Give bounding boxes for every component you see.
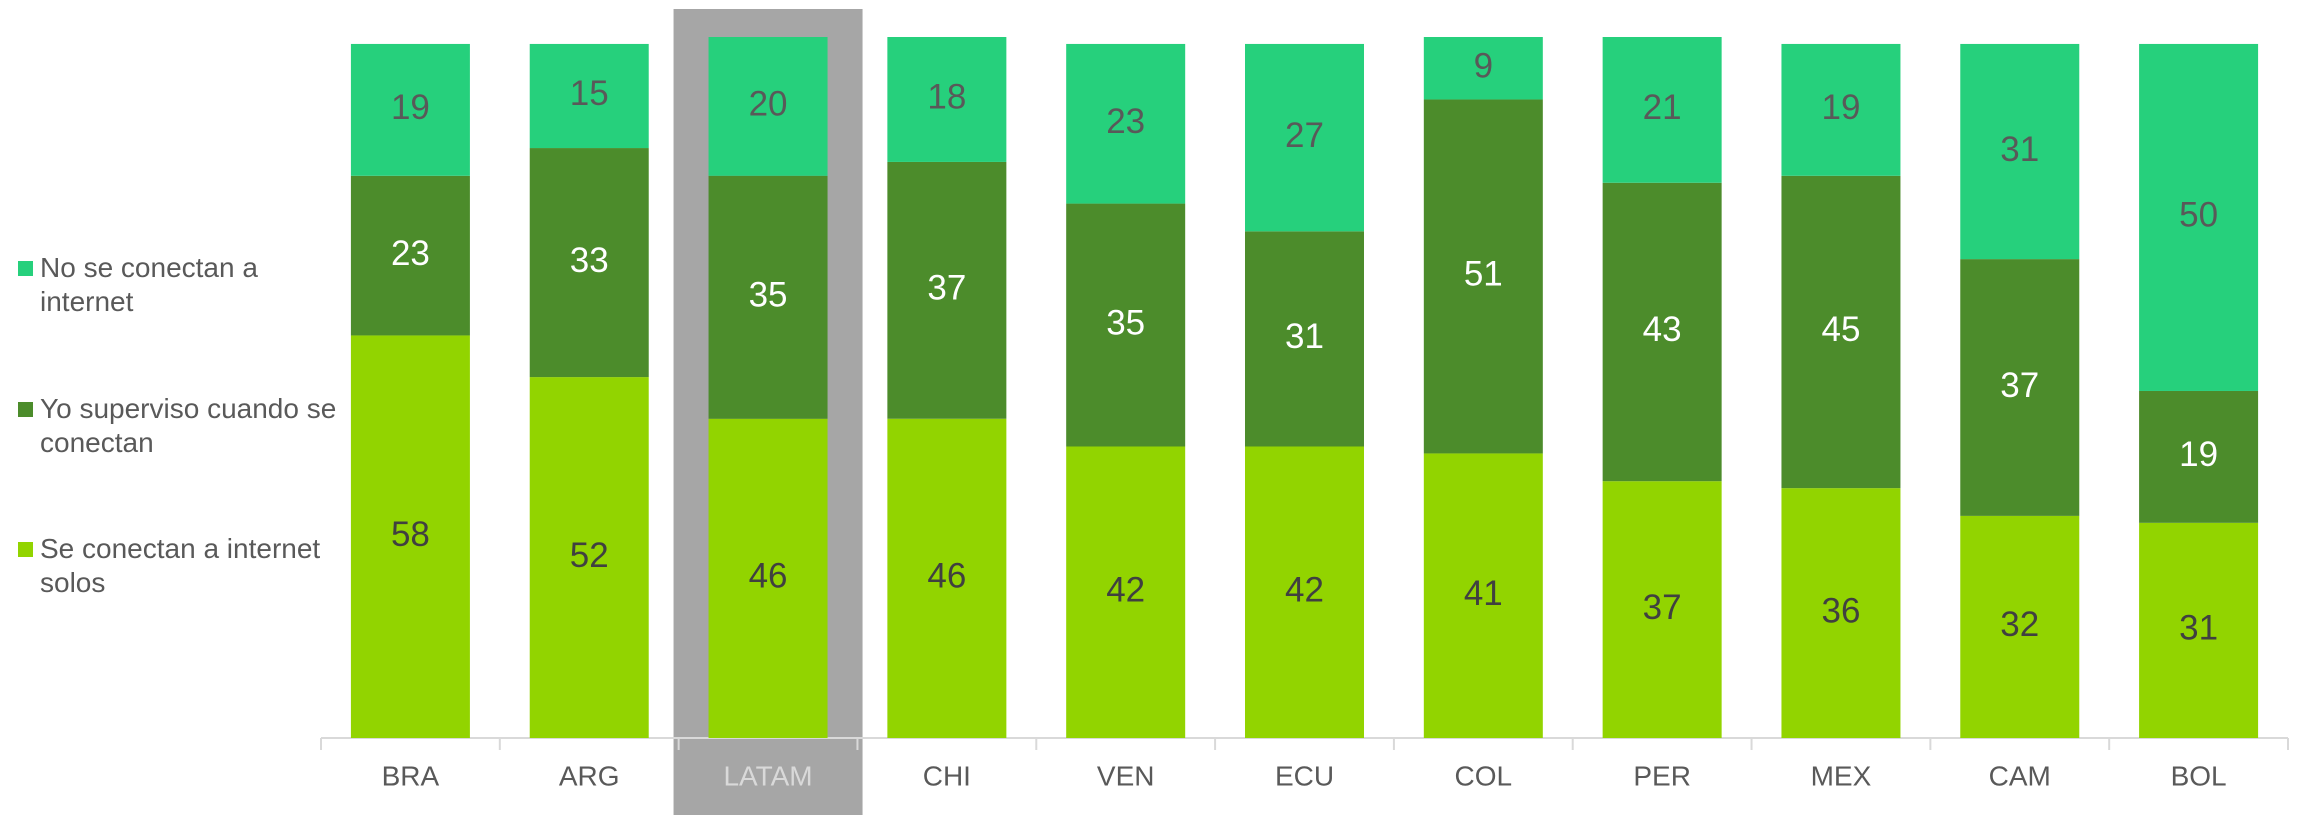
bar-segment bbox=[1960, 515, 2080, 738]
legend-item: Yo superviso cuando se conectan bbox=[18, 392, 340, 460]
data-label: 9 bbox=[1474, 46, 1493, 85]
data-label: 37 bbox=[1643, 588, 1682, 627]
bar-segment bbox=[1960, 259, 2080, 516]
bar-segment bbox=[2139, 43, 2259, 391]
bar-segment bbox=[350, 43, 470, 176]
x-tick-label: COL bbox=[1455, 760, 1513, 791]
bar-segment bbox=[1245, 446, 1364, 738]
data-label: 33 bbox=[570, 241, 609, 280]
x-tick-label: CHI bbox=[923, 760, 971, 791]
bar-segment bbox=[708, 418, 828, 738]
x-tick-label: LATAM bbox=[723, 760, 812, 791]
legend-swatch bbox=[18, 261, 33, 276]
x-tick-label: BOL bbox=[2171, 760, 2227, 791]
data-label: 35 bbox=[749, 276, 788, 315]
data-label: 31 bbox=[2000, 130, 2039, 169]
data-label: 35 bbox=[1106, 303, 1145, 342]
data-label: 50 bbox=[2179, 196, 2218, 235]
data-label: 19 bbox=[2179, 435, 2218, 474]
bar-segment bbox=[1602, 481, 1722, 738]
bar-segment bbox=[1245, 43, 1364, 232]
x-tick-label: BRA bbox=[382, 760, 440, 791]
x-tick-label: CAM bbox=[1989, 760, 2051, 791]
bar-segment bbox=[1423, 453, 1543, 738]
legend-label: No se conectan a internet bbox=[40, 252, 258, 317]
bar-segment bbox=[1781, 175, 1901, 489]
data-label: 37 bbox=[927, 269, 966, 308]
bar-segment bbox=[1066, 43, 1186, 204]
data-label: 19 bbox=[1821, 88, 1860, 127]
data-label: 36 bbox=[1821, 591, 1860, 630]
bar-segment bbox=[887, 37, 1007, 162]
bar-segment bbox=[1781, 43, 1901, 176]
bar-segment bbox=[350, 335, 470, 738]
data-label: 18 bbox=[927, 78, 966, 117]
bar-segment bbox=[350, 175, 470, 336]
bar-segment bbox=[708, 37, 828, 176]
x-tick-label: PER bbox=[1633, 760, 1691, 791]
data-label: 45 bbox=[1821, 310, 1860, 349]
data-label: 19 bbox=[391, 88, 430, 127]
data-label: 42 bbox=[1285, 570, 1324, 609]
bar-segment bbox=[1602, 37, 1722, 183]
bar-segment bbox=[529, 148, 649, 378]
x-tick-label: ARG bbox=[559, 760, 620, 791]
x-tick-label: MEX bbox=[1811, 760, 1872, 791]
legend-item: No se conectan a internet bbox=[18, 251, 340, 319]
data-label: 23 bbox=[391, 234, 430, 273]
data-label: 43 bbox=[1643, 310, 1682, 349]
data-label: 27 bbox=[1285, 116, 1324, 155]
bar-segment bbox=[2139, 522, 2259, 738]
bar-segment bbox=[529, 43, 649, 149]
bar-segment bbox=[1781, 488, 1901, 738]
x-tick-label: VEN bbox=[1097, 760, 1155, 791]
data-label: 21 bbox=[1643, 88, 1682, 127]
data-label: 31 bbox=[1285, 317, 1324, 356]
data-label: 42 bbox=[1106, 570, 1145, 609]
bar-segment bbox=[1066, 446, 1186, 738]
bar-segment bbox=[1245, 231, 1364, 447]
legend-label: Yo superviso cuando se conectan bbox=[40, 393, 337, 458]
data-label: 37 bbox=[2000, 366, 2039, 405]
bar-segment bbox=[1423, 37, 1543, 100]
data-label: 31 bbox=[2179, 609, 2218, 648]
legend-swatch bbox=[18, 402, 33, 417]
data-label: 51 bbox=[1464, 255, 1503, 294]
bar-segment bbox=[529, 377, 649, 738]
data-label: 52 bbox=[570, 536, 609, 575]
data-label: 20 bbox=[749, 85, 788, 124]
legend-swatch bbox=[18, 542, 33, 557]
data-label: 41 bbox=[1464, 574, 1503, 613]
bar-segment bbox=[1423, 99, 1543, 454]
x-tick-label: ECU bbox=[1275, 760, 1334, 791]
data-label: 58 bbox=[391, 515, 430, 554]
data-label: 46 bbox=[927, 557, 966, 596]
data-label: 46 bbox=[749, 557, 788, 596]
bar-segment bbox=[1602, 182, 1722, 482]
bar-segment bbox=[1066, 203, 1186, 447]
data-label: 15 bbox=[570, 74, 609, 113]
legend-label: Se conectan a internet solos bbox=[40, 533, 321, 598]
data-label: 32 bbox=[2000, 605, 2039, 644]
bar-segment bbox=[2139, 390, 2259, 523]
legend-item: Se conectan a internet solos bbox=[18, 532, 340, 600]
bar-segment bbox=[887, 161, 1007, 419]
bar-segment bbox=[1960, 43, 2080, 260]
data-label: 23 bbox=[1106, 102, 1145, 141]
bar-segment bbox=[887, 418, 1007, 738]
bar-segment bbox=[708, 175, 828, 419]
